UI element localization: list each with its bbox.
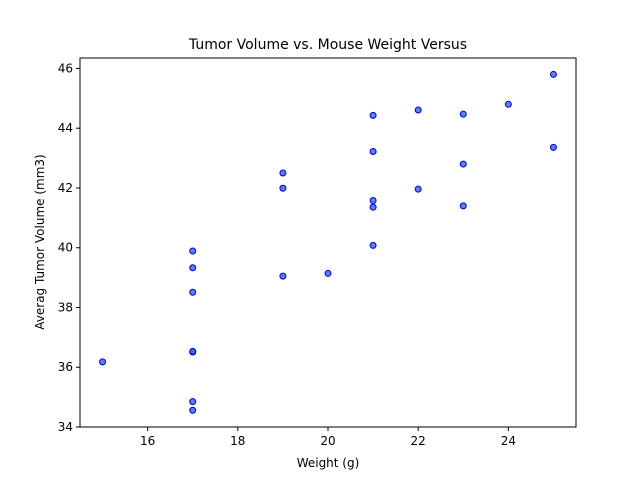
x-axis-ticks: 16 18 20 22 24 <box>140 427 516 448</box>
points-layer <box>99 70 557 414</box>
data-point-24 <box>549 70 557 78</box>
data-point-16 <box>369 111 377 119</box>
x-tick-label-3: 22 <box>411 434 426 448</box>
data-point-5 <box>189 288 197 296</box>
data-point-13 <box>369 203 377 211</box>
y-tick-label-5: 44 <box>58 121 73 135</box>
data-point-4 <box>189 347 197 355</box>
data-point-19 <box>459 202 467 210</box>
data-point-10 <box>279 169 287 177</box>
data-point-1 <box>189 406 197 414</box>
y-tick-label-4: 42 <box>58 181 73 195</box>
y-tick-label-3: 40 <box>58 241 73 255</box>
plot-area: 16 18 20 22 24 34 36 38 40 42 44 46 <box>58 57 577 448</box>
data-point-18 <box>414 106 422 114</box>
data-point-2 <box>189 398 197 406</box>
x-tick-label-2: 20 <box>320 434 335 448</box>
data-point-7 <box>189 247 197 255</box>
x-tick-label-4: 24 <box>501 434 516 448</box>
x-axis-label: Weight (g) <box>297 456 360 470</box>
data-point-0 <box>99 358 107 366</box>
y-tick-label-1: 36 <box>58 360 73 374</box>
data-point-23 <box>549 143 557 151</box>
y-axis-ticks: 34 36 38 40 42 44 46 <box>58 61 80 434</box>
data-point-9 <box>279 184 287 192</box>
data-point-21 <box>459 110 467 118</box>
data-point-17 <box>414 185 422 193</box>
data-point-15 <box>369 148 377 156</box>
data-point-14 <box>369 197 377 205</box>
x-tick-label-0: 16 <box>140 434 155 448</box>
y-tick-label-2: 38 <box>58 300 73 314</box>
y-tick-label-6: 46 <box>58 61 73 75</box>
data-point-6 <box>189 264 197 272</box>
chart-title: Tumor Volume vs. Mouse Weight Versus <box>188 37 467 53</box>
data-point-12 <box>369 241 377 249</box>
x-tick-label-1: 18 <box>230 434 245 448</box>
data-point-8 <box>279 272 287 280</box>
y-axis-label: Averag Tumor Volume (mm3) <box>33 154 47 329</box>
y-tick-label-0: 34 <box>58 420 73 434</box>
data-point-22 <box>504 100 512 108</box>
data-point-20 <box>459 160 467 168</box>
data-point-11 <box>324 269 332 277</box>
